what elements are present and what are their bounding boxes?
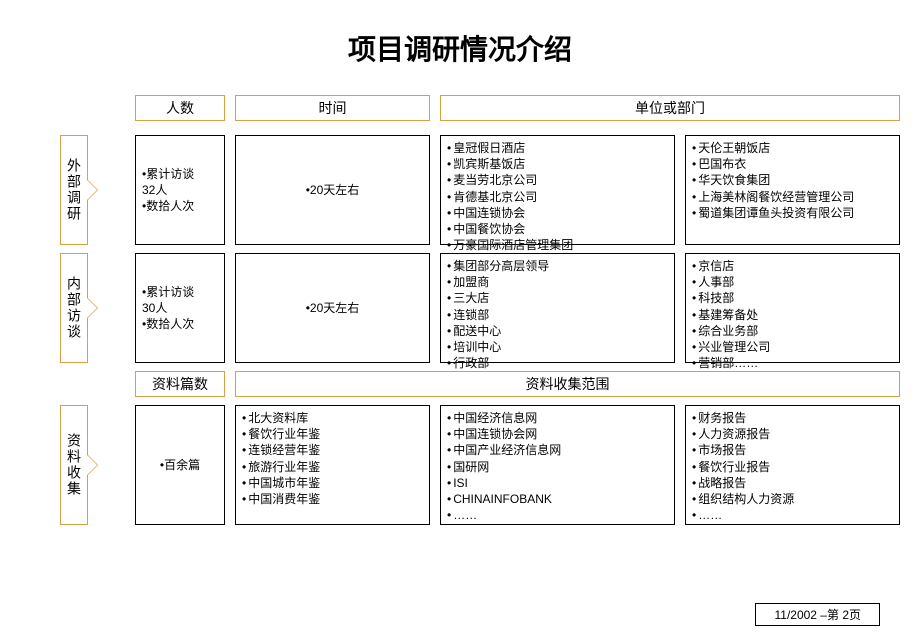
list-item: 中国产业经济信息网 <box>447 442 668 458</box>
r1-org-b: 天伦王朝饭店巴国布衣华天饮食集团上海美林阁餐饮经营管理公司蜀道集团谭鱼头投资有限… <box>685 135 900 245</box>
row-label-internal: 内部访谈 <box>60 253 88 363</box>
list-item: 餐饮行业报告 <box>692 459 893 475</box>
list: 京信店人事部科技部基建筹备处综合业务部兴业管理公司营销部…… <box>692 258 893 371</box>
r3-count: •百余篇 <box>135 405 225 525</box>
r2-count: •累计访谈 30人 •数拾人次 <box>135 253 225 363</box>
list-item: 中国经济信息网 <box>447 410 668 426</box>
list-item: 京信店 <box>692 258 893 274</box>
r3-src-b: 中国经济信息网中国连锁协会网中国产业经济信息网国研网ISICHINAINFOBA… <box>440 405 675 525</box>
text: •累计访谈 <box>142 284 218 300</box>
list: 财务报告人力资源报告市场报告餐饮行业报告战略报告组织结构人力资源…… <box>692 410 893 523</box>
list-item: 国研网 <box>447 459 668 475</box>
list: 皇冠假日酒店凯宾斯基饭店麦当劳北京公司肯德基北京公司中国连锁协会中国餐饮协会万豪… <box>447 140 668 253</box>
list-item: 凯宾斯基饭店 <box>447 156 668 172</box>
text: •累计访谈 <box>142 166 218 182</box>
text: •数拾人次 <box>142 198 218 214</box>
list-item: 蜀道集团谭鱼头投资有限公司 <box>692 205 893 221</box>
header-org: 单位或部门 <box>440 95 900 121</box>
text: 30人 <box>142 300 218 316</box>
r2-org-b: 京信店人事部科技部基建筹备处综合业务部兴业管理公司营销部…… <box>685 253 900 363</box>
list-item: 中国餐饮协会 <box>447 221 668 237</box>
header-time: 时间 <box>235 95 430 121</box>
text: 32人 <box>142 182 218 198</box>
list-item: 配送中心 <box>447 323 668 339</box>
list-item: 皇冠假日酒店 <box>447 140 668 156</box>
list-item: 上海美林阁餐饮经营管理公司 <box>692 189 893 205</box>
list-item: 组织结构人力资源 <box>692 491 893 507</box>
list-item: 财务报告 <box>692 410 893 426</box>
r2-time: •20天左右 <box>235 253 430 363</box>
list: 天伦王朝饭店巴国布衣华天饮食集团上海美林阁餐饮经营管理公司蜀道集团谭鱼头投资有限… <box>692 140 893 221</box>
list-item: 麦当劳北京公司 <box>447 172 668 188</box>
list-item: 中国消费年鉴 <box>242 491 423 507</box>
r1-org-a: 皇冠假日酒店凯宾斯基饭店麦当劳北京公司肯德基北京公司中国连锁协会中国餐饮协会万豪… <box>440 135 675 245</box>
text: •数拾人次 <box>142 316 218 332</box>
list-item: 巴国布衣 <box>692 156 893 172</box>
list-item: 培训中心 <box>447 339 668 355</box>
r1-time: •20天左右 <box>235 135 430 245</box>
list: 中国经济信息网中国连锁协会网中国产业经济信息网国研网ISICHINAINFOBA… <box>447 410 668 523</box>
list-item: 华天饮食集团 <box>692 172 893 188</box>
r2-org-a: 集团部分高层领导加盟商三大店连锁部配送中心培训中心行政部 <box>440 253 675 363</box>
row-label-external: 外部调研 <box>60 135 88 245</box>
r1-count: •累计访谈 32人 •数拾人次 <box>135 135 225 245</box>
list-item: 餐饮行业年鉴 <box>242 426 423 442</box>
list-item: 综合业务部 <box>692 323 893 339</box>
list-item: 天伦王朝饭店 <box>692 140 893 156</box>
list-item: 北大资料库 <box>242 410 423 426</box>
header-count: 人数 <box>135 95 225 121</box>
list-item: 战略报告 <box>692 475 893 491</box>
list-item: 营销部…… <box>692 355 893 371</box>
list-item: 行政部 <box>447 355 668 371</box>
list-item: 基建筹备处 <box>692 307 893 323</box>
list-item: 人力资源报告 <box>692 426 893 442</box>
list-item: 旅游行业年鉴 <box>242 459 423 475</box>
list-item: 连锁部 <box>447 307 668 323</box>
list: 北大资料库餐饮行业年鉴连锁经营年鉴旅游行业年鉴中国城市年鉴中国消费年鉴 <box>242 410 423 507</box>
list-item: 兴业管理公司 <box>692 339 893 355</box>
list-item: 肯德基北京公司 <box>447 189 668 205</box>
list-item: 中国连锁协会网 <box>447 426 668 442</box>
list-item: 市场报告 <box>692 442 893 458</box>
list-item: CHINAINFOBANK <box>447 491 668 507</box>
header-doc-scope: 资料收集范围 <box>235 371 900 397</box>
list-item: …… <box>692 507 893 523</box>
list-item: 集团部分高层领导 <box>447 258 668 274</box>
list-item: 中国连锁协会 <box>447 205 668 221</box>
list-item: 科技部 <box>692 290 893 306</box>
list-item: 人事部 <box>692 274 893 290</box>
list-item: 中国城市年鉴 <box>242 475 423 491</box>
row-label-docs: 资料收集 <box>60 405 88 525</box>
r3-src-a: 北大资料库餐饮行业年鉴连锁经营年鉴旅游行业年鉴中国城市年鉴中国消费年鉴 <box>235 405 430 525</box>
list-item: ISI <box>447 475 668 491</box>
header-doc-count: 资料篇数 <box>135 371 225 397</box>
list-item: 万豪国际酒店管理集团 <box>447 237 668 253</box>
list-item: …… <box>447 507 668 523</box>
list-item: 加盟商 <box>447 274 668 290</box>
footer-page: 11/2002 –第 2页 <box>755 603 880 626</box>
page-title: 项目调研情况介绍 <box>0 0 920 88</box>
list: 集团部分高层领导加盟商三大店连锁部配送中心培训中心行政部 <box>447 258 668 371</box>
r3-src-c: 财务报告人力资源报告市场报告餐饮行业报告战略报告组织结构人力资源…… <box>685 405 900 525</box>
list-item: 三大店 <box>447 290 668 306</box>
list-item: 连锁经营年鉴 <box>242 442 423 458</box>
